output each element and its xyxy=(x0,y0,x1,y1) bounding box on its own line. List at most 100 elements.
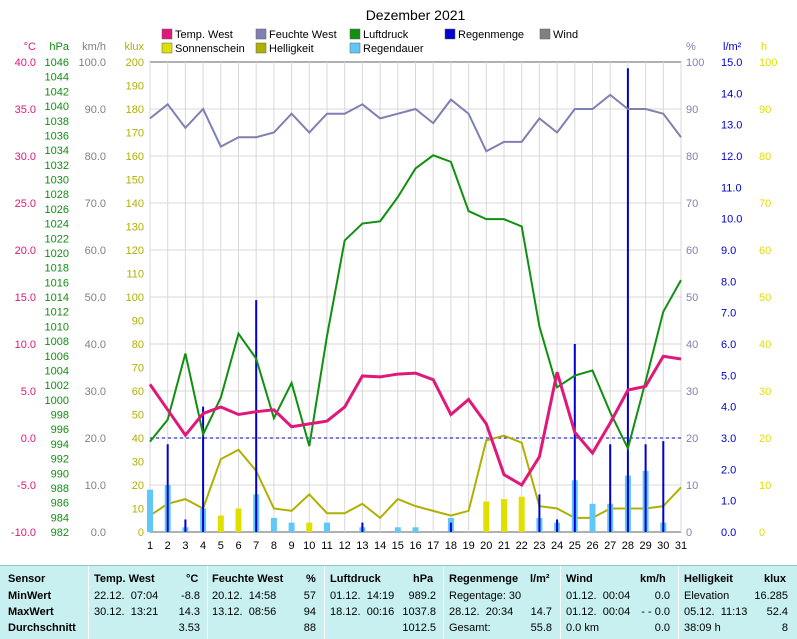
right-axis-tick: 2.0 xyxy=(721,464,736,476)
press-min-date: 01.12. 14:19 xyxy=(330,590,395,602)
left-axis-tick: 180 xyxy=(126,104,144,116)
left-axis-tick: 90 xyxy=(132,316,144,328)
light-max-val: 52.4 xyxy=(766,606,788,618)
left-axis-tick: 0.0 xyxy=(21,433,36,445)
wind-max-date: 01.12. 00:04 xyxy=(566,606,631,618)
right-axis-tick: 8.0 xyxy=(721,276,736,288)
light-unit: klux xyxy=(764,573,787,585)
right-axis-tick: 40 xyxy=(759,339,771,351)
series-line-luftdruck xyxy=(149,154,682,452)
right-axis-tick: 6.0 xyxy=(721,339,736,351)
left-axis-tick: 0.0 xyxy=(91,527,106,539)
left-axis-tick: 130 xyxy=(126,222,144,234)
left-axis-tick: 20 xyxy=(132,480,144,492)
bar-regenmenge xyxy=(538,494,541,532)
right-axis-tick: 7.0 xyxy=(721,308,736,320)
legend-label: Regendauer xyxy=(363,43,424,55)
left-axis-tick: 120 xyxy=(126,245,144,257)
x-tick-label: 2 xyxy=(165,540,171,552)
left-axis-tick: 1018 xyxy=(45,263,69,275)
left-axis-tick: 1036 xyxy=(45,130,69,142)
bar-sonnenschein xyxy=(501,499,507,532)
left-axis-tick: 1022 xyxy=(45,233,69,245)
right-axis-unit: h xyxy=(761,41,767,53)
bar-regenmenge xyxy=(644,444,647,532)
left-axis-tick: 100 xyxy=(126,292,144,304)
left-axis-tick: 1034 xyxy=(45,145,69,157)
bar-regendauer xyxy=(270,517,277,532)
legend-swatch xyxy=(161,42,173,54)
left-axis-tick: 0 xyxy=(138,527,144,539)
legend-swatch xyxy=(255,28,267,40)
legend-label: Wind xyxy=(553,29,578,41)
x-tick-label: 30 xyxy=(657,540,669,552)
legend-swatch xyxy=(349,28,361,40)
left-axis-unit: °C xyxy=(24,41,36,53)
hum-max-val: 94 xyxy=(303,606,316,618)
left-axis-tick: 1024 xyxy=(45,219,69,231)
right-axis-tick: 70 xyxy=(686,198,698,210)
hum-min-date: 20.12. 14:58 xyxy=(212,590,277,602)
right-axis-tick: 70 xyxy=(759,198,771,210)
x-tick-label: 31 xyxy=(675,540,687,552)
bar-regenmenge xyxy=(556,519,559,532)
left-axis-unit: km/h xyxy=(82,41,106,53)
left-axis-tick: 35.0 xyxy=(15,104,36,116)
series-line-temp xyxy=(148,354,682,488)
right-axis-tick: 15.0 xyxy=(721,57,742,69)
right-axis-tick: 13.0 xyxy=(721,120,742,132)
x-tick-label: 27 xyxy=(604,540,616,552)
left-axis-tick: 110 xyxy=(126,269,144,281)
legend-swatch xyxy=(349,42,361,54)
x-tick-label: 14 xyxy=(374,540,386,552)
rain-total: 55.8 xyxy=(530,622,552,634)
wind-min-val: 0.0 xyxy=(654,590,670,602)
legend-label: Luftdruck xyxy=(363,29,409,41)
right-axis-tick: 0 xyxy=(759,527,765,539)
right-axis-unit: l/m² xyxy=(723,41,742,53)
rain-title: Regenmenge xyxy=(449,573,519,585)
left-axis-tick: 1020 xyxy=(45,248,69,260)
hum-max-date: 13.12. 08:56 xyxy=(212,606,277,618)
right-axis-tick: 0.0 xyxy=(721,527,736,539)
bar-regenmenge xyxy=(609,444,612,532)
right-axis-tick: 10 xyxy=(759,480,771,492)
hum-title: Feuchte West xyxy=(212,573,284,585)
left-axis-tick: 170 xyxy=(126,128,144,140)
left-axis-tick: 80 xyxy=(132,339,144,351)
chart-title: Dezember 2021 xyxy=(366,7,466,23)
left-axis-tick: 20.0 xyxy=(85,433,106,445)
x-tick-label: 15 xyxy=(392,540,404,552)
legend-label: Temp. West xyxy=(175,29,233,41)
right-axis-tick: 30 xyxy=(759,386,771,398)
temp-min-val: -8.8 xyxy=(181,590,200,602)
x-tick-label: 22 xyxy=(516,540,528,552)
light-elevation-label: Elevation xyxy=(684,590,730,602)
left-axis-tick: 160 xyxy=(126,151,144,163)
right-axis-tick: 80 xyxy=(686,151,698,163)
temp-max-val: 14.3 xyxy=(178,606,200,618)
press-avg: 1012.5 xyxy=(402,622,436,634)
x-tick-label: 21 xyxy=(498,540,510,552)
right-axis-tick: 60 xyxy=(686,245,698,257)
bar-sonnenschein xyxy=(483,501,490,532)
x-tick-label: 23 xyxy=(533,540,545,552)
bar-sonnenschein xyxy=(217,515,224,532)
wind-avg: 0.0 xyxy=(654,622,670,634)
x-tick-label: 4 xyxy=(200,540,206,552)
bar-regendauer xyxy=(147,489,153,532)
rain-days: Regentage: 30 xyxy=(449,590,522,602)
summary-table: Sensor MinWert MaxWert Durchschnitt Temp… xyxy=(0,565,797,639)
bar-regendauer xyxy=(394,527,401,532)
bar-regenmenge xyxy=(573,344,576,532)
left-axis-tick: 40.0 xyxy=(15,57,36,69)
right-axis-tick: 4.0 xyxy=(721,402,736,414)
light-max-date: 05.12. 11:13 xyxy=(684,606,748,618)
right-axis-tick: 40 xyxy=(686,339,698,351)
left-axis-tick: 1028 xyxy=(45,189,69,201)
left-axis-tick: 5.0 xyxy=(21,386,36,398)
x-tick-label: 26 xyxy=(586,540,598,552)
left-axis-tick: 70 xyxy=(132,363,144,375)
light-sun-hours: 38:09 h xyxy=(684,622,721,634)
